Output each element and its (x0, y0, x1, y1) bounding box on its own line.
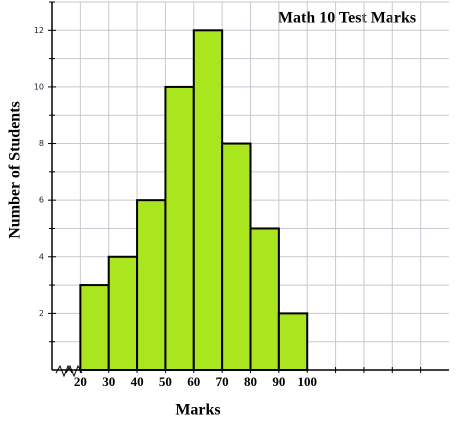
y-tick-label: 4 (39, 252, 44, 261)
y-tick-label: 10 (34, 82, 44, 91)
axis-break (55, 364, 83, 378)
x-tick-label: 20 (74, 374, 87, 389)
x-axis-label: Marks (175, 402, 220, 419)
y-tick-label: 2 (39, 309, 44, 318)
x-tick-label: 40 (131, 374, 144, 389)
bar (107, 255, 139, 371)
bar (249, 227, 280, 371)
y-tick-label: 12 (34, 26, 44, 35)
bar (164, 85, 195, 372)
bar (277, 312, 309, 371)
bar (192, 29, 224, 372)
y-tick-label: 6 (39, 196, 44, 205)
chart-title: Math 10 Test Marks (278, 10, 416, 27)
bar (79, 284, 110, 372)
x-tick-label: 30 (102, 374, 115, 389)
y-axis-label: Number of Students (7, 101, 24, 239)
y-tick-label: 8 (39, 139, 44, 148)
x-tick-label: 60 (187, 374, 200, 389)
x-tick-label: 80 (244, 374, 257, 389)
x-tick-label: 70 (216, 374, 229, 389)
x-tick-label: 100 (297, 374, 317, 389)
x-tick-label: 90 (272, 374, 285, 389)
x-tick-label: 50 (159, 374, 172, 389)
bar (136, 199, 167, 371)
bar (221, 142, 252, 371)
